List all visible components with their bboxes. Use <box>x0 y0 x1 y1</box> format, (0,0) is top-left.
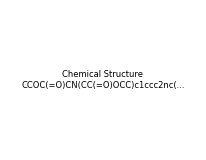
Text: Chemical Structure
CCOC(=O)CN(CC(=O)OCC)c1ccc2nc(...: Chemical Structure CCOC(=O)CN(CC(=O)OCC)… <box>21 70 185 90</box>
